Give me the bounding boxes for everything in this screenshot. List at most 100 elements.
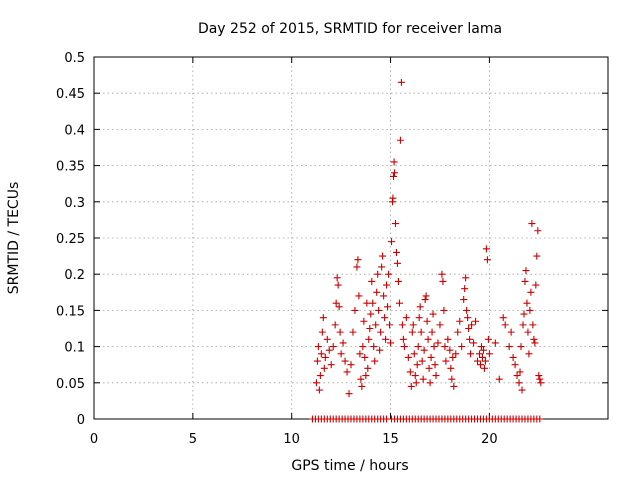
data-point [382, 335, 390, 343]
data-point [389, 194, 397, 202]
data-point [390, 158, 398, 166]
data-point [444, 335, 452, 343]
data-point [372, 321, 380, 329]
data-point [482, 245, 490, 253]
data-point [529, 321, 537, 329]
data-point [415, 314, 423, 322]
data-point [462, 274, 470, 282]
data-point [456, 317, 464, 325]
data-points [308, 78, 545, 423]
data-point [532, 281, 540, 289]
grid-lines [94, 57, 608, 419]
data-point [536, 415, 544, 423]
data-point [522, 267, 530, 275]
data-point [380, 292, 388, 300]
x-axis-label: GPS time / hours [291, 458, 408, 474]
data-point [397, 78, 405, 86]
data-point [349, 328, 357, 336]
data-point [376, 346, 384, 354]
data-point [424, 335, 432, 343]
data-point [406, 368, 414, 376]
y-tick-label: 0.15 [56, 304, 85, 319]
data-point [461, 285, 469, 293]
data-point [467, 350, 475, 358]
data-point [341, 357, 349, 365]
data-point [516, 368, 524, 376]
y-tick-label: 0.5 [64, 51, 85, 66]
data-point [447, 364, 455, 372]
data-point [479, 346, 487, 354]
data-point [410, 350, 418, 358]
data-point [452, 350, 460, 358]
data-point [491, 339, 499, 347]
y-axis-label: SRMTID / TECUs [6, 182, 22, 295]
data-point [392, 248, 400, 256]
data-point [430, 343, 438, 351]
data-point [390, 172, 398, 180]
data-point [387, 339, 395, 347]
data-point [331, 321, 339, 329]
data-point [321, 353, 329, 361]
data-point [432, 372, 440, 380]
data-point [434, 339, 442, 347]
y-tick-label: 0 [77, 413, 85, 428]
data-point [416, 303, 424, 311]
data-point [465, 325, 473, 332]
data-point [533, 252, 541, 260]
data-point [412, 379, 420, 387]
data-point [530, 335, 538, 343]
y-tick-label: 0.45 [56, 87, 85, 102]
data-point [361, 353, 369, 361]
data-point [318, 328, 326, 336]
data-point [353, 263, 361, 271]
data-point [336, 328, 344, 336]
data-point [439, 277, 447, 285]
data-point [363, 299, 371, 307]
data-point [388, 238, 396, 246]
data-point [537, 379, 545, 387]
data-point [429, 310, 437, 318]
data-point [509, 353, 517, 361]
data-point [378, 263, 386, 271]
y-tick-label: 0.25 [56, 232, 85, 247]
data-point [477, 343, 485, 351]
data-point [393, 259, 401, 267]
y-tick-label: 0.3 [64, 196, 85, 211]
data-point [360, 317, 368, 325]
y-tick-label: 0.05 [56, 377, 85, 392]
data-point [505, 343, 513, 351]
x-tick-label: 15 [382, 432, 399, 447]
data-point [528, 220, 536, 228]
data-point [400, 343, 408, 351]
x-tick-label: 20 [481, 432, 498, 447]
y-axis: 0 0.05 0.1 0.15 0.2 0.25 0.3 0.35 0.4 0.45 0.5 [56, 51, 608, 428]
data-point [425, 364, 433, 372]
data-point [483, 256, 491, 264]
data-point [417, 328, 425, 336]
data-point [409, 321, 417, 329]
data-point [323, 335, 331, 343]
data-point [329, 343, 337, 351]
data-point [418, 357, 426, 365]
data-point [396, 136, 404, 144]
data-point [519, 321, 527, 329]
data-point [484, 335, 492, 343]
data-point [470, 339, 478, 347]
data-point [325, 346, 333, 354]
data-point [373, 288, 381, 296]
data-point [441, 343, 449, 351]
data-point [428, 328, 436, 336]
data-point [383, 281, 391, 289]
data-point [365, 335, 373, 343]
data-point [427, 353, 435, 361]
data-point [478, 353, 486, 361]
data-point [524, 328, 532, 336]
data-point [474, 357, 482, 365]
data-point [523, 299, 531, 307]
data-point [367, 310, 375, 318]
chart-title: Day 252 of 2015, SRMTID for receiver lam… [198, 21, 502, 37]
data-point [518, 386, 526, 394]
data-point [319, 314, 327, 322]
data-point [370, 343, 378, 351]
